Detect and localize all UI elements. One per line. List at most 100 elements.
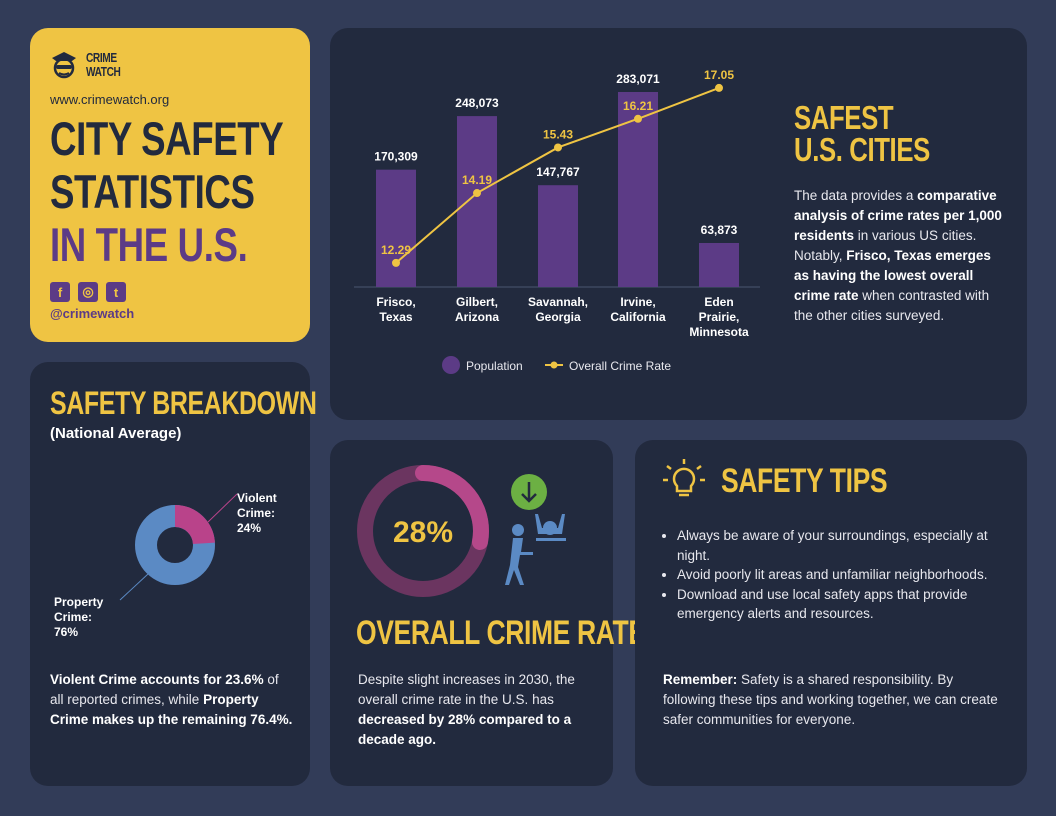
text: in various US cities. Notably, <box>794 228 977 263</box>
crime-rate-gauge: 28% <box>357 465 566 597</box>
category-label: Arizona <box>455 310 499 324</box>
crime-rate-point <box>473 189 481 198</box>
heading: U.S. CITIES <box>794 131 930 168</box>
property-label: 76% <box>54 625 78 639</box>
text: The data provides a <box>794 188 918 203</box>
bar-label: 147,767 <box>536 165 580 179</box>
category-label: Eden <box>704 295 733 309</box>
violent-label: Crime: <box>237 506 275 520</box>
crime-rate-point <box>634 114 642 123</box>
social-handle: @crimewatch <box>50 306 135 321</box>
breakdown-title: SAFETY BREAKDOWN <box>50 386 392 420</box>
category-label: California <box>610 310 666 324</box>
text: Violent Crime accounts for 23.6% <box>50 672 264 687</box>
crime-rate-title: OVERALL CRIME RATE <box>356 614 727 653</box>
text: when contrasted with the other cities su… <box>794 288 990 323</box>
violent-label: 24% <box>237 521 261 535</box>
category-label: Georgia <box>535 310 581 324</box>
text: of all reported crimes, while <box>50 672 279 707</box>
social-links: f ◎ t <box>50 282 126 302</box>
bar-label: 63,873 <box>701 223 738 237</box>
safety-tips-card: SAFETY TIPS Always be aware of your surr… <box>635 440 1027 786</box>
crime-rate-label: 15.43 <box>543 127 573 141</box>
tips-list: Always be aware of your surroundings, es… <box>677 526 1007 624</box>
list-item: Download and use local safety apps that … <box>677 585 1007 624</box>
text: decreased by 28% compared to a decade ag… <box>358 712 572 747</box>
leader-line <box>207 493 238 523</box>
bar-label: 248,073 <box>455 96 499 110</box>
heading: OVERALL CRIME RATE <box>356 614 646 652</box>
crime-rate-label: 12.29 <box>381 243 411 257</box>
category-label: Prairie, <box>699 310 740 324</box>
text: Property Crime makes up the remaining 76… <box>50 692 293 727</box>
remember-note: Remember: Safety is a shared responsibil… <box>663 670 1003 730</box>
title-line: IN THE U.S. <box>50 218 248 271</box>
logo: CRIME WATCH <box>50 50 130 80</box>
violent-label: Violent <box>237 491 277 505</box>
instagram-icon[interactable]: ◎ <box>78 282 98 302</box>
bar <box>538 185 578 287</box>
property-label: Crime: <box>54 610 92 624</box>
list-item: Avoid poorly lit areas and unfamiliar ne… <box>677 565 1007 585</box>
crime-rate-label: 16.21 <box>623 99 653 113</box>
text: Despite slight increases in 2030, the ov… <box>358 672 575 707</box>
facebook-icon[interactable]: f <box>50 282 70 302</box>
title-line: CITY SAFETY <box>50 112 284 165</box>
bar <box>699 242 739 287</box>
crime-rate-point <box>392 258 400 267</box>
population-crime-chart: 170,309 Frisco,Texas 248,073 Gilbert,Arizon… <box>354 68 760 374</box>
breakdown-donut: Violent Crime: 24% Property Crime: 76% <box>54 491 277 639</box>
category-label: Texas <box>379 310 412 324</box>
bar <box>457 116 497 287</box>
gauge-value: 28% <box>393 516 453 549</box>
crime-rate-point <box>715 83 723 92</box>
lightbulb-icon <box>663 459 705 497</box>
heading: SAFETY TIPS <box>721 462 888 500</box>
twitter-icon[interactable]: t <box>106 282 126 302</box>
text: Remember: <box>663 672 738 687</box>
category-label: Savannah, <box>528 295 588 309</box>
legend-crime-rate: Overall Crime Rate <box>569 359 671 373</box>
bar-label: 283,071 <box>616 72 660 86</box>
legend-population-swatch <box>442 356 460 374</box>
gauge-fill <box>357 465 489 597</box>
crime-rate-label: 17.05 <box>704 68 734 82</box>
safety-breakdown-card: SAFETY BREAKDOWN (National Average) Viol… <box>30 362 317 786</box>
safest-description: The data provides a comparative analysis… <box>794 186 1006 326</box>
legend-population: Population <box>466 359 523 373</box>
property-label: Property <box>54 595 104 609</box>
robbery-icon <box>505 514 566 585</box>
category-label: Gilbert, <box>456 295 498 309</box>
category-label: Minnesota <box>689 325 749 339</box>
website-link[interactable]: www.crimewatch.org <box>50 92 170 107</box>
crime-rate-point <box>554 143 562 152</box>
safest-title: SAFEST U.S. CITIES <box>794 99 968 168</box>
text: Safety is a shared responsibility. By fo… <box>663 672 998 727</box>
title-line: STATISTICS <box>50 165 255 218</box>
category-label: Irvine, <box>620 295 655 309</box>
crime-rate-card: 28% OVERALL CRIME RATE Despite slight in… <box>330 440 646 786</box>
list-item: Always be aware of your surroundings, es… <box>677 526 1007 565</box>
heading: SAFEST <box>794 99 894 136</box>
crime-rate-description: Despite slight increases in 2030, the ov… <box>358 670 588 750</box>
title-card: CRIME WATCH www.crimewatch.org CITY SAFET… <box>30 28 310 342</box>
page-title: CITY SAFETY STATISTICS IN THE U.S. <box>50 112 349 271</box>
text: Frisco, Texas emerges as having the lowe… <box>794 248 991 303</box>
bar-label: 170,309 <box>374 150 418 164</box>
safest-cities-card: 170,309 Frisco, Texas 248,073 Gilbert, Arizon… <box>330 28 1027 420</box>
logo-text: CRIME <box>86 50 117 65</box>
bar <box>376 169 416 287</box>
legend-crime-swatch <box>550 361 558 369</box>
text: comparative analysis of crime rates per … <box>794 188 1002 243</box>
heading: SAFETY BREAKDOWN <box>50 385 317 421</box>
violent-slice <box>135 505 215 585</box>
crime-rate-label: 14.19 <box>462 173 492 187</box>
category-label: Frisco, <box>376 295 415 309</box>
breakdown-subtitle: (National Average) <box>50 425 182 442</box>
leader-line <box>119 573 149 601</box>
police-officer-icon <box>52 52 76 79</box>
tips-title: SAFETY TIPS <box>721 462 934 501</box>
breakdown-description: Violent Crime accounts for 23.6% of all … <box>50 670 295 730</box>
